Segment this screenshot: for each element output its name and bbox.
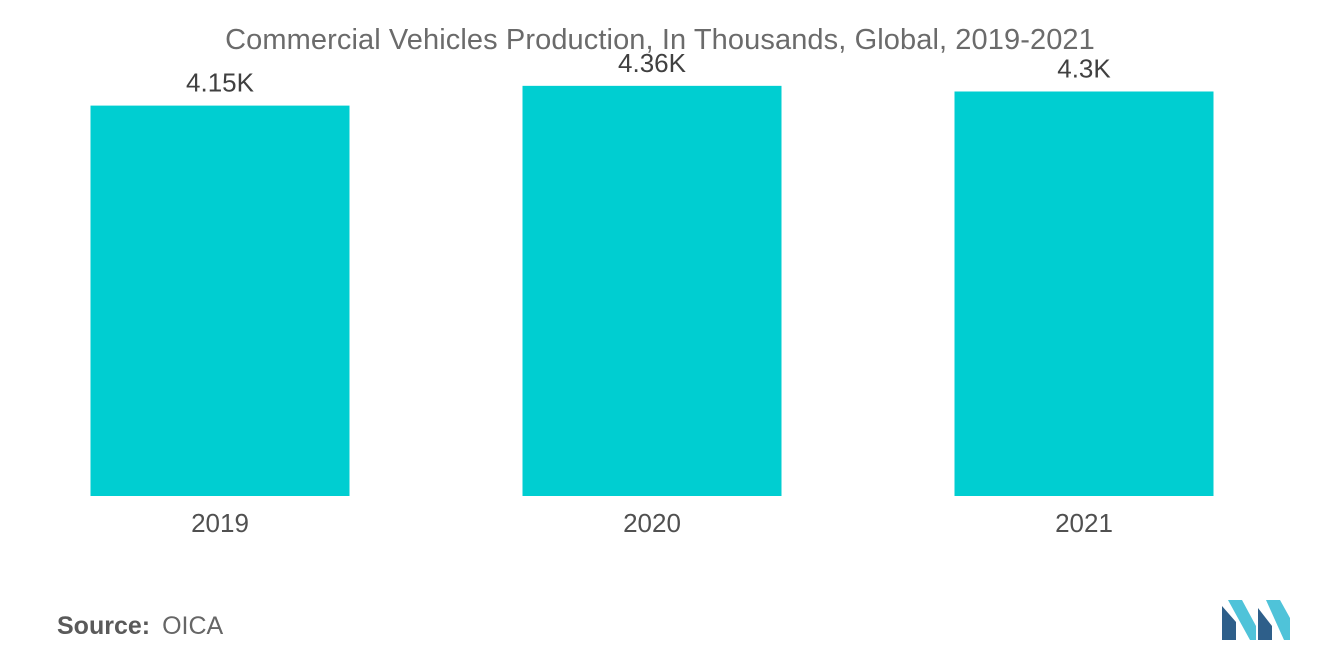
x-tick-label-2020: 2020	[623, 508, 681, 538]
x-tick-label-2019: 2019	[191, 508, 249, 538]
data-label-2019: 4.15K	[186, 68, 255, 98]
source-label: Source:	[57, 612, 151, 640]
source-note: Source: OICA	[57, 612, 223, 641]
chart-title: Commercial Vehicles Production, In Thous…	[225, 24, 1095, 56]
x-tick-label-2021: 2021	[1055, 508, 1113, 538]
mordor-intelligence-logo-icon	[1222, 600, 1290, 640]
source-value: OICA	[162, 612, 224, 640]
data-label-2021: 4.3K	[1057, 53, 1111, 83]
bar-2021	[954, 91, 1214, 496]
data-label-2020: 4.36K	[618, 48, 687, 78]
bar-2019	[90, 105, 350, 497]
bar-2020	[522, 85, 782, 497]
